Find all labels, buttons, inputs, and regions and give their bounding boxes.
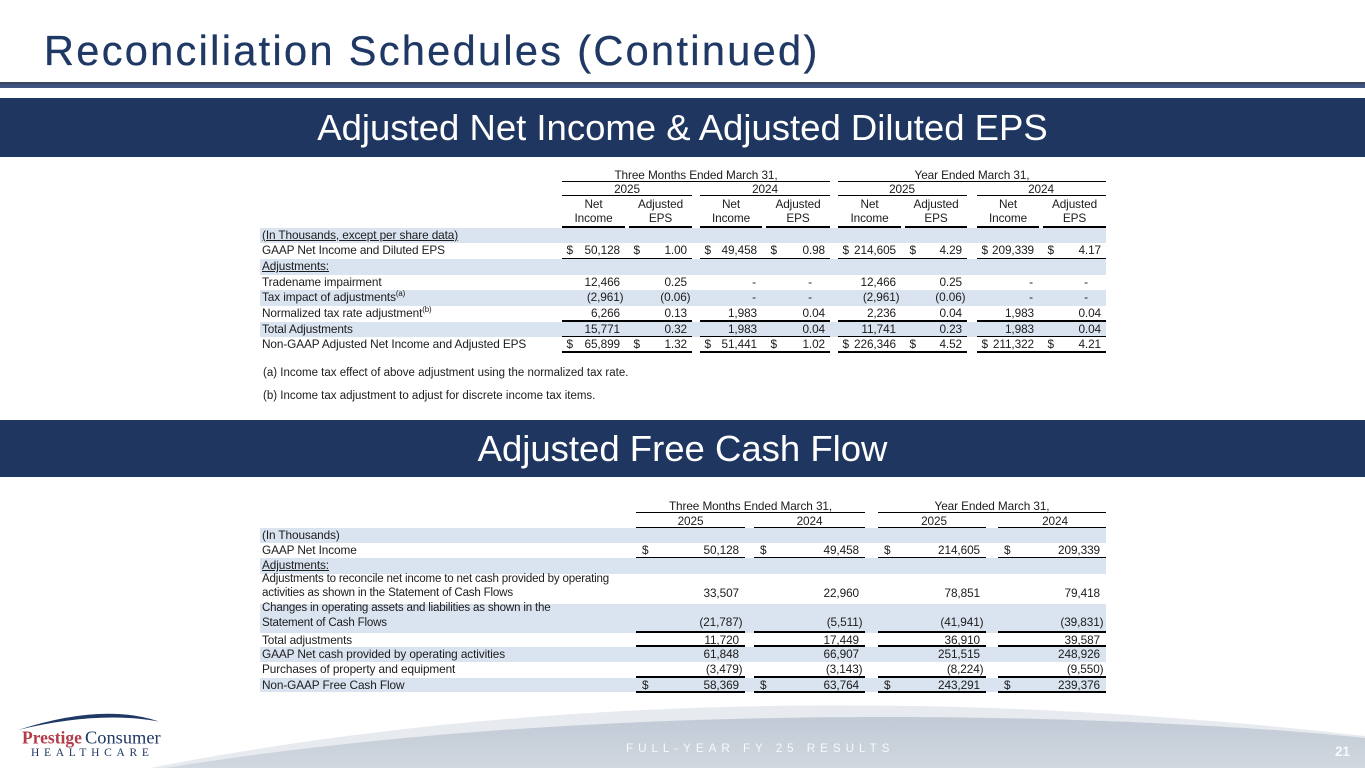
svg-text:HEALTHCARE: HEALTHCARE [31, 747, 154, 759]
svg-text:Prestige: Prestige [22, 728, 82, 748]
svg-text:Consumer: Consumer [85, 728, 161, 748]
